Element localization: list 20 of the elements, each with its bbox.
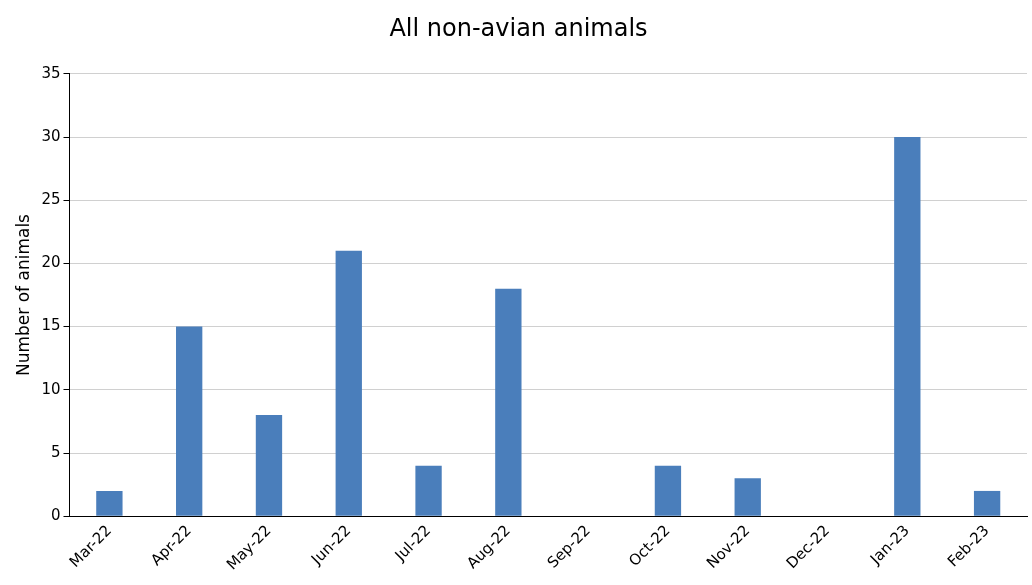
bar xyxy=(415,465,442,516)
bar xyxy=(255,415,283,516)
y-tick-label: 15 xyxy=(41,316,61,335)
y-tick-label: 10 xyxy=(41,379,61,398)
y-tick-label: 30 xyxy=(41,126,61,145)
bar xyxy=(654,465,682,516)
bar xyxy=(495,288,522,516)
y-tick-label: 0 xyxy=(50,506,61,525)
bar xyxy=(894,137,921,516)
y-axis-title: Number of animals xyxy=(12,213,33,376)
y-tick-label: 25 xyxy=(41,190,61,209)
y-tick-label: 20 xyxy=(41,253,61,272)
y-tick-label: 5 xyxy=(50,442,61,461)
chart-title: All non-avian animals xyxy=(389,13,648,42)
bar xyxy=(335,250,362,516)
bar xyxy=(973,490,1001,516)
bar xyxy=(734,478,761,516)
bar xyxy=(96,490,123,516)
y-tick-label: 35 xyxy=(41,63,61,82)
bar xyxy=(176,326,203,516)
